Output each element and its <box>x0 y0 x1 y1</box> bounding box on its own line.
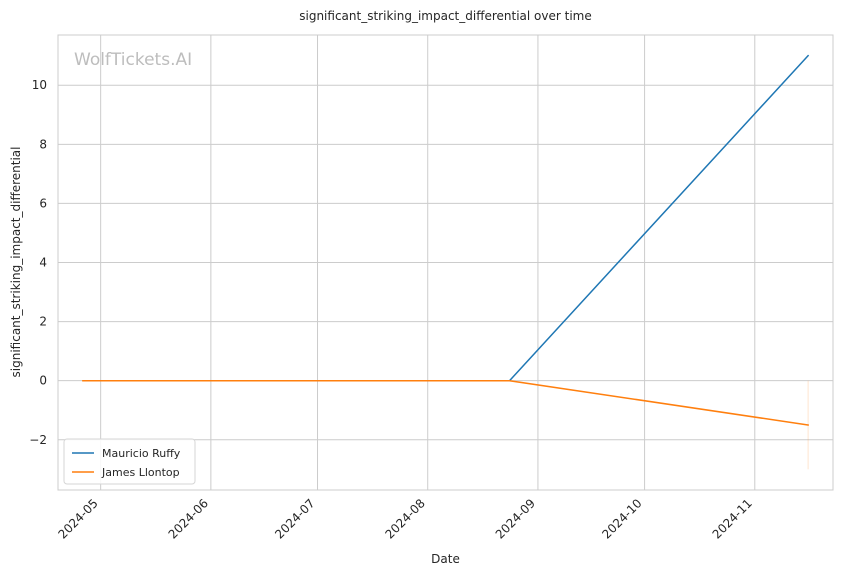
x-tick-label: 2024-08 <box>382 496 427 541</box>
legend: Mauricio Ruffy James Llontop <box>63 438 196 485</box>
y-tick-label: 8 <box>39 137 47 151</box>
x-axis-label: Date <box>431 552 460 566</box>
y-tick-label: 6 <box>39 196 47 210</box>
legend-label: Mauricio Ruffy <box>102 447 181 460</box>
y-tick-label: 10 <box>32 78 47 92</box>
x-axis-ticks: 2024-05 2024-06 2024-07 2024-08 2024-09 2024-… <box>55 496 754 541</box>
series-line-2 <box>82 379 809 426</box>
legend-label: James Llontop <box>101 466 180 479</box>
legend-box <box>63 438 196 485</box>
series-group <box>82 54 810 470</box>
y-axis-ticks: −2 0 2 4 6 8 10 <box>29 78 47 447</box>
y-tick-label: 4 <box>39 256 47 270</box>
x-tick-label: 2024-07 <box>272 496 317 541</box>
x-tick-label: 2024-05 <box>55 496 100 541</box>
x-tick-label: 2024-06 <box>166 496 211 541</box>
y-tick-label: 2 <box>39 315 47 329</box>
y-tick-label: −2 <box>29 433 47 447</box>
watermark: WolfTickets.AI <box>74 50 192 70</box>
y-tick-label: 0 <box>39 374 47 388</box>
x-tick-label: 2024-09 <box>493 496 538 541</box>
chart-title: significant_striking_impact_differential… <box>299 9 591 23</box>
y-axis-label: significant_striking_impact_differential <box>9 147 23 378</box>
x-tick-label: 2024-10 <box>599 496 644 541</box>
x-tick-label: 2024-11 <box>710 496 755 541</box>
plot-frame <box>57 34 834 491</box>
